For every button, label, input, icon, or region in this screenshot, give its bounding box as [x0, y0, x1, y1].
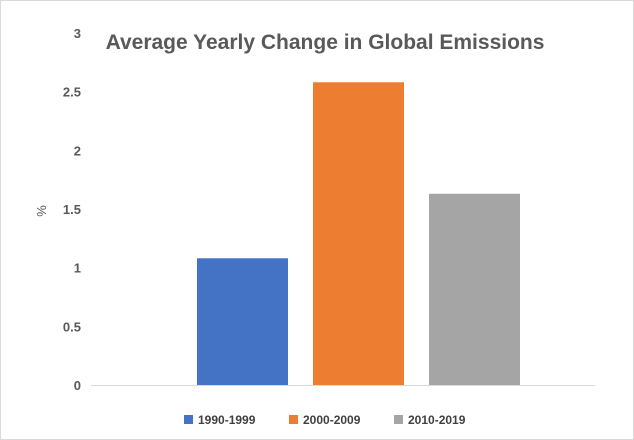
y-tick-label: 3 — [74, 26, 81, 41]
y-axis-label: % — [34, 205, 49, 217]
y-tick-label: 2.5 — [63, 85, 81, 100]
bar-1990-1999 — [197, 258, 288, 385]
y-tick-label: 1 — [74, 261, 81, 276]
y-axis-ticks: 0 0.5 1 1.5 2 2.5 3 — [63, 26, 81, 393]
bar-2010-2019 — [429, 193, 520, 385]
legend-swatch-1990-1999 — [184, 415, 193, 424]
y-tick-label: 0.5 — [63, 319, 81, 334]
bars — [197, 82, 520, 385]
y-tick-label: 2 — [74, 143, 81, 158]
legend-swatch-2000-2009 — [289, 415, 298, 424]
legend-swatch-2010-2019 — [394, 415, 403, 424]
legend: 1990-1999 2000-2009 2010-2019 — [184, 413, 466, 427]
chart-title: Average Yearly Change in Global Emission… — [106, 31, 545, 54]
y-tick-label: 0 — [74, 378, 81, 393]
bar-2000-2009 — [313, 82, 404, 385]
legend-label-2000-2009: 2000-2009 — [303, 413, 361, 427]
legend-label-1990-1999: 1990-1999 — [198, 413, 256, 427]
y-tick-label: 1.5 — [63, 202, 81, 217]
legend-label-2010-2019: 2010-2019 — [408, 413, 466, 427]
